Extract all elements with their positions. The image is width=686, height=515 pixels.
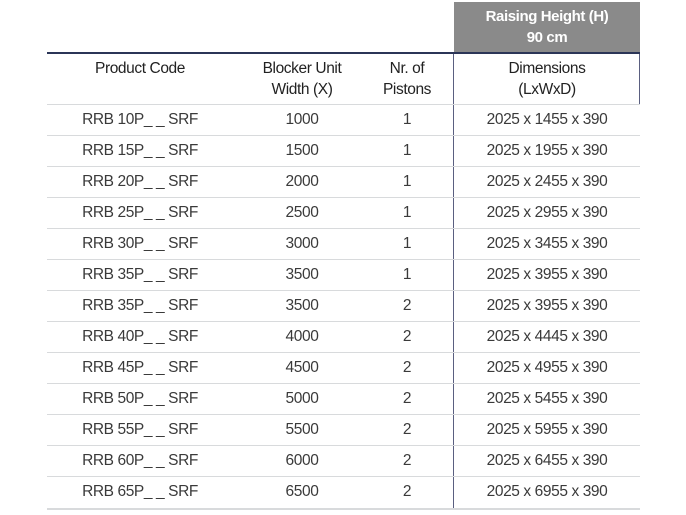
table-row: RRB 60P_ _ SRF 6000 2 2025 x 6455 x 390 — [47, 445, 640, 476]
pistons-cell: 1 — [402, 266, 412, 283]
column-header-text: Nr. of — [389, 60, 425, 77]
pistons-cell: 2 — [402, 421, 412, 438]
raising-height-value: 90 cm — [526, 29, 568, 46]
width-cell: 3500 — [285, 266, 319, 283]
product-code-cell: RRB 50P_ _ SRF — [82, 390, 198, 407]
product-code-cell: RRB 55P_ _ SRF — [82, 421, 198, 438]
table-row: RRB 25P_ _ SRF 2500 1 2025 x 2955 x 390 — [47, 197, 640, 228]
pistons-cell: 2 — [402, 359, 412, 376]
table-row: RRB 10P_ _ SRF 1000 1 2025 x 1455 x 390 — [47, 104, 640, 135]
width-cell: 3500 — [285, 297, 319, 314]
dimensions-cell: 2025 x 3955 x 390 — [486, 297, 608, 314]
width-cell: 4500 — [285, 359, 319, 376]
product-code-cell: RRB 45P_ _ SRF — [82, 359, 198, 376]
width-cell: 2000 — [285, 173, 319, 190]
column-header-pistons: Nr. of Pistons — [357, 58, 457, 100]
pistons-cell: 2 — [402, 390, 412, 407]
dimensions-cell: 2025 x 1455 x 390 — [486, 111, 608, 128]
table-row: RRB 50P_ _ SRF 5000 2 2025 x 5455 x 390 — [47, 383, 640, 414]
column-header-text: Width (X) — [271, 81, 333, 98]
dimensions-cell: 2025 x 4955 x 390 — [486, 359, 608, 376]
table-row: RRB 65P_ _ SRF 6500 2 2025 x 6955 x 390 — [47, 476, 640, 507]
width-cell: 5500 — [285, 421, 319, 438]
table-row: RRB 45P_ _ SRF 4500 2 2025 x 4955 x 390 — [47, 352, 640, 383]
column-header-text: (LxWxD) — [518, 81, 576, 98]
column-header-text: Dimensions — [508, 60, 586, 77]
dimensions-cell: 2025 x 2455 x 390 — [486, 173, 608, 190]
column-header-product-code: Product Code — [65, 58, 215, 79]
product-code-cell: RRB 30P_ _ SRF — [82, 235, 198, 252]
dimensions-cell: 2025 x 3955 x 390 — [486, 266, 608, 283]
pistons-cell: 1 — [402, 204, 412, 221]
product-code-cell: RRB 10P_ _ SRF — [82, 111, 198, 128]
pistons-cell: 2 — [402, 328, 412, 345]
column-header-text: Pistons — [382, 81, 432, 98]
column-header-text: Product Code — [95, 60, 185, 77]
table-row: RRB 40P_ _ SRF 4000 2 2025 x 4445 x 390 — [47, 321, 640, 352]
table-row: RRB 55P_ _ SRF 5500 2 2025 x 5955 x 390 — [47, 414, 640, 445]
pistons-cell: 1 — [402, 235, 412, 252]
width-cell: 4000 — [285, 328, 319, 345]
dimensions-cell: 2025 x 3455 x 390 — [486, 235, 608, 252]
pistons-cell: 1 — [402, 111, 412, 128]
width-cell: 5000 — [285, 390, 319, 407]
column-header-text: Blocker Unit — [262, 60, 342, 77]
raising-height-label: Raising Height (H) — [485, 8, 609, 25]
width-cell: 1500 — [285, 142, 319, 159]
raising-height-header: Raising Height (H) 90 cm — [454, 2, 640, 52]
width-cell: 1000 — [285, 111, 319, 128]
pistons-cell: 1 — [402, 142, 412, 159]
width-cell: 6500 — [285, 483, 319, 500]
pistons-cell: 2 — [402, 297, 412, 314]
product-code-cell: RRB 60P_ _ SRF — [82, 452, 198, 469]
table-row: RRB 15P_ _ SRF 1500 1 2025 x 1955 x 390 — [47, 135, 640, 166]
dimensions-cell: 2025 x 2955 x 390 — [486, 204, 608, 221]
dimensions-cell: 2025 x 5955 x 390 — [486, 421, 608, 438]
dimensions-cell: 2025 x 5455 x 390 — [486, 390, 608, 407]
dimensions-cell: 2025 x 6455 x 390 — [486, 452, 608, 469]
dimensions-cell: 2025 x 4445 x 390 — [486, 328, 608, 345]
product-code-cell: RRB 40P_ _ SRF — [82, 328, 198, 345]
product-code-cell: RRB 35P_ _ SRF — [82, 266, 198, 283]
table-row: RRB 35P_ _ SRF 3500 1 2025 x 3955 x 390 — [47, 259, 640, 290]
product-code-cell: RRB 25P_ _ SRF — [82, 204, 198, 221]
pistons-cell: 2 — [402, 452, 412, 469]
table-row: RRB 35P_ _ SRF 3500 2 2025 x 3955 x 390 — [47, 290, 640, 321]
column-divider — [453, 54, 454, 509]
table-row: RRB 30P_ _ SRF 3000 1 2025 x 3455 x 390 — [47, 228, 640, 259]
pistons-cell: 1 — [402, 173, 412, 190]
product-code-cell: RRB 35P_ _ SRF — [82, 297, 198, 314]
product-code-cell: RRB 20P_ _ SRF — [82, 173, 198, 190]
header-right-border — [639, 54, 640, 104]
header-rule — [47, 52, 640, 54]
column-header-dimensions: Dimensions (LxWxD) — [454, 58, 640, 100]
width-cell: 6000 — [285, 452, 319, 469]
width-cell: 2500 — [285, 204, 319, 221]
product-code-cell: RRB 15P_ _ SRF — [82, 142, 198, 159]
product-code-cell: RRB 65P_ _ SRF — [82, 483, 198, 500]
column-header-width: Blocker Unit Width (X) — [242, 58, 362, 100]
dimensions-cell: 2025 x 1955 x 390 — [486, 142, 608, 159]
dimensions-cell: 2025 x 6955 x 390 — [486, 483, 608, 500]
pistons-cell: 2 — [402, 483, 412, 500]
width-cell: 3000 — [285, 235, 319, 252]
table-row: RRB 20P_ _ SRF 2000 1 2025 x 2455 x 390 — [47, 166, 640, 197]
table-bottom-rule — [47, 508, 640, 510]
